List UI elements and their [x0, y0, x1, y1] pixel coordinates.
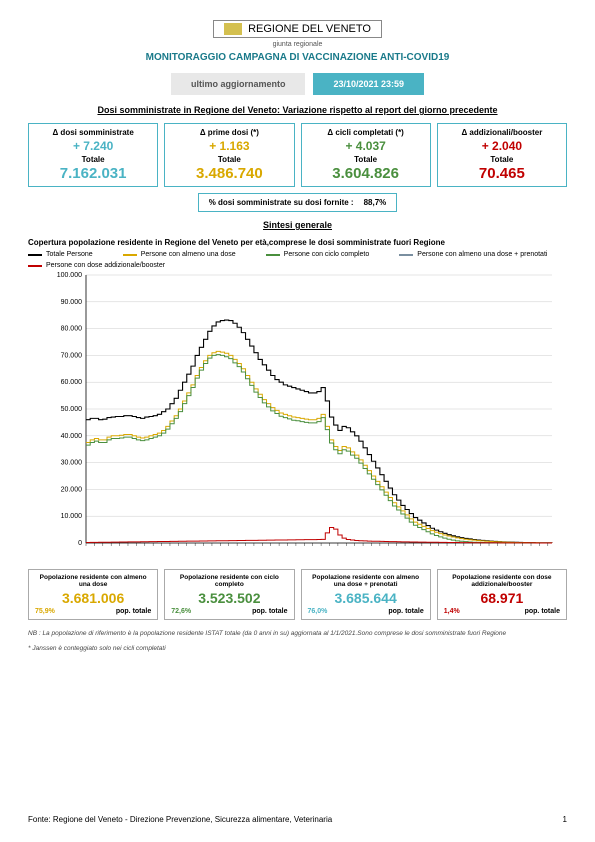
pct-row: % dosi somministrate su dosi fornite : 8… [28, 193, 567, 212]
summary-pct: 76,0% [308, 608, 328, 615]
summary-value: 3.685.644 [306, 590, 426, 606]
summary-box: Popolazione residente con almeno una dos… [28, 569, 158, 620]
svg-text:70.000: 70.000 [60, 352, 82, 359]
notes: NB : La popolazione di riferimento è la … [28, 630, 567, 653]
summary-row: Popolazione residente con almeno una dos… [28, 569, 567, 620]
legend: Totale Persone Persone con almeno una dos… [28, 251, 567, 269]
stat-delta: + 1.163 [171, 139, 287, 153]
summary-pct-row: 72,6% pop. totale [169, 608, 289, 615]
legend-swatch-icon [123, 254, 137, 256]
summary-pct-row: 76,0% pop. totale [306, 608, 426, 615]
legend-label: Persone con ciclo completo [284, 251, 370, 258]
summary-box: Popolazione residente con dose addiziona… [437, 569, 567, 620]
update-row: ultimo aggiornamento 23/10/2021 23:59 [28, 73, 567, 95]
legend-swatch-icon [399, 254, 413, 256]
legend-label: Persone con almeno una dose [141, 251, 236, 258]
svg-text:0: 0 [78, 540, 82, 547]
legend-item: Persone con almeno una dose [123, 251, 236, 258]
stat-label: Δ dosi somministrate [35, 128, 151, 137]
stat-total-label: Totale [171, 155, 287, 164]
svg-text:30.000: 30.000 [60, 460, 82, 467]
stat-box: Δ dosi somministrate + 7.240 Totale7.162.0… [28, 123, 158, 187]
summary-label: Popolazione residente con ciclo completo [169, 574, 289, 588]
summary-value: 68.971 [442, 590, 562, 606]
pct-label: % dosi somministrate su dosi fornite : [209, 198, 354, 207]
summary-value: 3.681.006 [33, 590, 153, 606]
stat-total: 3.604.826 [308, 165, 424, 182]
summary-pct: 75,9% [35, 608, 55, 615]
stat-box: Δ addizionali/booster + 2.040 Totale70.465 [437, 123, 567, 187]
stat-total-label: Totale [35, 155, 151, 164]
stat-total: 70.465 [444, 165, 560, 182]
stat-total: 7.162.031 [35, 165, 151, 182]
page-title: MONITORAGGIO CAMPAGNA DI VACCINAZIONE AN… [28, 52, 567, 63]
chart-svg: 0 10.000 20.000 30.000 40.000 50.000 60.000 70.… [38, 271, 558, 561]
update-date: 23/10/2021 23:59 [313, 73, 424, 95]
stat-delta: + 4.037 [308, 139, 424, 153]
stat-total-label: Totale [444, 155, 560, 164]
summary-pct-label: pop. totale [116, 608, 151, 615]
svg-text:50.000: 50.000 [60, 406, 82, 413]
section1-title: Dosi somministrate in Regione del Veneto… [28, 105, 567, 115]
svg-text:20.000: 20.000 [60, 486, 82, 493]
stat-row: Δ dosi somministrate+ 7.240Totale7.162.0… [28, 123, 567, 187]
summary-pct-row: 75,9% pop. totale [33, 608, 153, 615]
chart-title: Copertura popolazione residente in Regio… [28, 238, 567, 247]
summary-box: Popolazione residente con almeno una dos… [301, 569, 431, 620]
legend-item: Persone con almeno una dose + prenotati [399, 251, 547, 258]
section2-title: Sintesi generale [28, 220, 567, 230]
svg-text:10.000: 10.000 [60, 513, 82, 520]
stat-label: Δ prime dosi (*) [171, 128, 287, 137]
logo-row: REGIONE DEL VENETO giunta regionale [28, 20, 567, 48]
stat-total-label: Totale [308, 155, 424, 164]
pct-value: 88,7% [364, 198, 387, 207]
note-line: * Janssen è conteggiato solo nei cicli c… [28, 645, 567, 653]
stat-box: Δ prime dosi (*) + 1.163 Totale3.486.740 [164, 123, 294, 187]
svg-text:100.000: 100.000 [56, 272, 81, 279]
summary-label: Popolazione residente con almeno una dos… [306, 574, 426, 588]
legend-label: Totale Persone [46, 251, 93, 258]
stat-box: Δ cicli completati (*) + 4.037 Totale3.604… [301, 123, 431, 187]
summary-pct: 72,6% [171, 608, 191, 615]
summary-label: Popolazione residente con dose addiziona… [442, 574, 562, 588]
chart-wrap: 0 10.000 20.000 30.000 40.000 50.000 60.000 70.… [38, 271, 558, 561]
legend-label: Persone con almeno una dose + prenotati [417, 251, 547, 258]
summary-label: Popolazione residente con almeno una dos… [33, 574, 153, 588]
stat-total: 3.486.740 [171, 165, 287, 182]
footer-page: 1 [563, 815, 567, 824]
logo-text: REGIONE DEL VENETO [248, 23, 371, 35]
summary-pct-row: 1,4% pop. totale [442, 608, 562, 615]
summary-pct-label: pop. totale [252, 608, 287, 615]
stat-label: Δ cicli completati (*) [308, 128, 424, 137]
legend-item: Persone con dose addizionale/booster [28, 262, 165, 269]
stat-delta: + 2.040 [444, 139, 560, 153]
summary-pct: 1,4% [444, 608, 460, 615]
update-label: ultimo aggiornamento [171, 73, 306, 95]
flag-icon [224, 23, 242, 35]
stat-delta: + 7.240 [35, 139, 151, 153]
summary-value: 3.523.502 [169, 590, 289, 606]
legend-swatch-icon [266, 254, 280, 256]
svg-text:80.000: 80.000 [60, 326, 82, 333]
legend-swatch-icon [28, 254, 42, 256]
summary-pct-label: pop. totale [525, 608, 560, 615]
stat-label: Δ addizionali/booster [444, 128, 560, 137]
legend-label: Persone con dose addizionale/booster [46, 262, 165, 269]
footer: Fonte: Regione del Veneto - Direzione Pr… [28, 815, 567, 824]
note-line: NB : La popolazione di riferimento è la … [28, 630, 567, 638]
svg-text:60.000: 60.000 [60, 379, 82, 386]
logo-subtitle: giunta regionale [28, 41, 567, 48]
footer-source: Fonte: Regione del Veneto - Direzione Pr… [28, 815, 332, 824]
svg-text:90.000: 90.000 [60, 299, 82, 306]
summary-box: Popolazione residente con ciclo completo… [164, 569, 294, 620]
legend-item: Persone con ciclo completo [266, 251, 370, 258]
logo-box: REGIONE DEL VENETO [213, 20, 382, 38]
legend-item: Totale Persone [28, 251, 93, 258]
svg-text:40.000: 40.000 [60, 433, 82, 440]
pct-box: % dosi somministrate su dosi fornite : 8… [198, 193, 398, 212]
summary-pct-label: pop. totale [388, 608, 423, 615]
legend-swatch-icon [28, 265, 42, 267]
